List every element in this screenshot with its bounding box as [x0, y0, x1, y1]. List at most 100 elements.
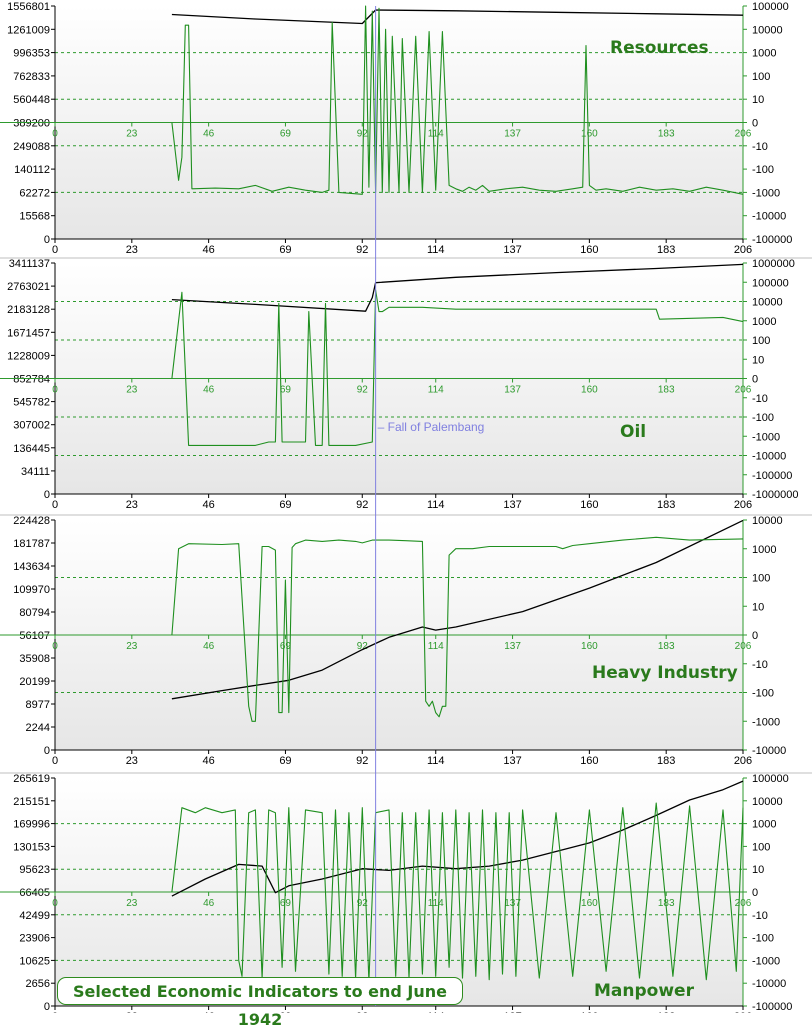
- zero-axis-tick-label: 206: [735, 129, 752, 140]
- x-axis-tick-label: 206: [734, 1011, 752, 1013]
- zero-axis-tick-label: 206: [735, 898, 752, 909]
- x-axis-tick-label: 0: [52, 1011, 58, 1013]
- left-axis-tick-label: 95623: [19, 864, 50, 876]
- zero-axis-tick-label: 160: [581, 385, 598, 396]
- left-axis-tick-label: 62272: [19, 187, 50, 199]
- right-axis-tick-label: -10000: [752, 451, 786, 463]
- right-axis-tick-label: 0: [752, 118, 758, 130]
- right-axis-tick-label: 100: [752, 335, 770, 347]
- zero-axis-tick-label: 92: [357, 129, 369, 140]
- left-axis-tick-label: 66405: [19, 887, 50, 899]
- fall-of-palembang-label: – Fall of Palembang: [378, 420, 485, 434]
- left-axis-tick-label: 249088: [13, 141, 50, 153]
- left-axis-tick-label: 1228009: [7, 350, 50, 362]
- x-axis-tick-label: 137: [503, 499, 521, 511]
- left-axis-tick-label: 215151: [13, 796, 50, 808]
- x-axis-tick-label: 92: [356, 499, 368, 511]
- zero-axis-tick-label: 206: [735, 641, 752, 652]
- right-axis-tick-label: 10: [752, 94, 764, 106]
- zero-axis-tick-label: 46: [203, 129, 215, 140]
- left-axis-tick-label: 8977: [26, 699, 50, 711]
- right-axis-tick-label: 10: [752, 864, 764, 876]
- x-axis-tick-label: 183: [657, 755, 675, 767]
- chart-panel-manpower: 265619 215151 169996 130153 95623 66405 42499 2…: [0, 772, 812, 1013]
- zero-axis-tick-label: 69: [280, 641, 292, 652]
- x-axis-tick-label: 0: [52, 755, 58, 767]
- right-axis-tick-label: -10000: [752, 745, 786, 757]
- x-axis-tick-label: 183: [657, 499, 675, 511]
- zero-axis-tick-label: 183: [658, 641, 675, 652]
- x-axis-tick-label: 23: [126, 499, 138, 511]
- left-axis-tick-label: 143634: [13, 561, 50, 573]
- right-axis-tick-label: -1000: [752, 716, 780, 728]
- panel-title-oil: Oil: [620, 422, 647, 442]
- chart-panel-resources: 1556801 1261009 996353 762833 560448 389200 24…: [0, 1, 792, 256]
- zero-axis-tick-label: 183: [658, 129, 675, 140]
- left-axis-tick-label: 169996: [13, 819, 50, 831]
- right-axis-tick-label: 1000: [752, 316, 776, 328]
- right-axis-tick-label: -100: [752, 933, 774, 945]
- left-axis-tick-label: 2763021: [7, 281, 50, 293]
- left-axis-tick-label: 80794: [19, 607, 50, 619]
- right-axis-tick-label: 100000: [752, 1, 789, 13]
- left-axis-tick-label: 1261009: [7, 24, 50, 36]
- left-axis-tick-label: 181787: [13, 538, 50, 550]
- right-axis-tick-label: -100: [752, 688, 774, 700]
- x-axis-tick-label: 160: [580, 499, 598, 511]
- right-axis-tick-label: 1000: [752, 544, 776, 556]
- panel-title-heavy-industry: Heavy Industry: [592, 663, 738, 683]
- change-series-line: [171, 536, 744, 722]
- zero-axis-tick-label: 23: [126, 385, 138, 396]
- right-axis-tick-label: 0: [752, 374, 758, 386]
- right-axis-tick-label: 1000: [752, 48, 776, 60]
- right-axis-tick-label: -100: [752, 164, 774, 176]
- zero-axis-tick-label: 69: [280, 385, 292, 396]
- index-series-line: [171, 519, 744, 700]
- chart-panel-oil: 3411137 2763021 2183128 1671457 1228009 85278…: [0, 257, 812, 511]
- x-axis-tick-label: 23: [126, 244, 138, 256]
- chart-panel-heavy-industry: 224428 181787 143634 109970 80794 56107 35908 2…: [0, 514, 812, 767]
- x-axis-tick-label: 69: [279, 499, 291, 511]
- right-axis-tick-label: 10000: [752, 515, 783, 527]
- x-axis-tick-label: 92: [356, 244, 368, 256]
- right-axis-tick-label: 10000: [752, 24, 783, 36]
- right-axis-tick-label: -1000: [752, 955, 780, 967]
- x-axis-tick-label: 160: [580, 755, 598, 767]
- x-axis-tick-label: 137: [503, 755, 521, 767]
- left-axis-tick-label: 3411137: [9, 258, 50, 270]
- right-axis-tick-label: 10000: [752, 297, 783, 309]
- left-axis-tick-label: 0: [44, 234, 50, 246]
- x-axis-tick-label: 160: [580, 244, 598, 256]
- change-series-line: [171, 5, 744, 195]
- zero-axis-tick-label: 137: [504, 641, 521, 652]
- right-axis-tick-label: -10: [752, 659, 768, 671]
- right-axis-tick-label: 100000: [752, 277, 789, 289]
- left-axis-tick-label: 0: [44, 745, 50, 757]
- left-axis-tick-label: 1556801: [7, 1, 50, 13]
- right-axis-tick-label: 10: [752, 354, 764, 366]
- left-axis-tick-label: 140112: [14, 164, 50, 176]
- left-axis-tick-label: 56107: [19, 630, 50, 642]
- left-axis-tick-label: 136445: [13, 443, 50, 455]
- left-axis-tick-label: 20199: [19, 676, 50, 688]
- zero-axis-tick-label: 160: [581, 898, 598, 909]
- x-axis-tick-label: 160: [580, 1011, 598, 1013]
- right-axis-tick-label: 100: [752, 841, 770, 853]
- x-axis-tick-label: 69: [279, 1011, 291, 1013]
- right-axis-tick-label: -100000: [752, 470, 792, 482]
- x-axis-tick-label: 137: [503, 244, 521, 256]
- x-axis-tick-label: 114: [427, 755, 445, 767]
- right-axis-tick-label: -1000: [752, 431, 780, 443]
- zero-axis-tick-label: 160: [581, 641, 598, 652]
- left-axis-tick-label: 1671457: [7, 327, 50, 339]
- zero-axis-tick-label: 69: [280, 129, 292, 140]
- left-axis-tick-label: 852784: [13, 374, 50, 386]
- x-axis-tick-label: 206: [734, 244, 752, 256]
- zero-axis-tick-label: 183: [658, 385, 675, 396]
- right-axis-tick-label: 10000: [752, 796, 783, 808]
- zero-axis-tick-label: 114: [428, 641, 444, 652]
- zero-axis-tick-label: 0: [52, 129, 58, 140]
- x-axis-tick-label: 46: [203, 1011, 215, 1013]
- x-axis-tick-label: 46: [203, 499, 215, 511]
- x-axis-tick-label: 206: [734, 499, 752, 511]
